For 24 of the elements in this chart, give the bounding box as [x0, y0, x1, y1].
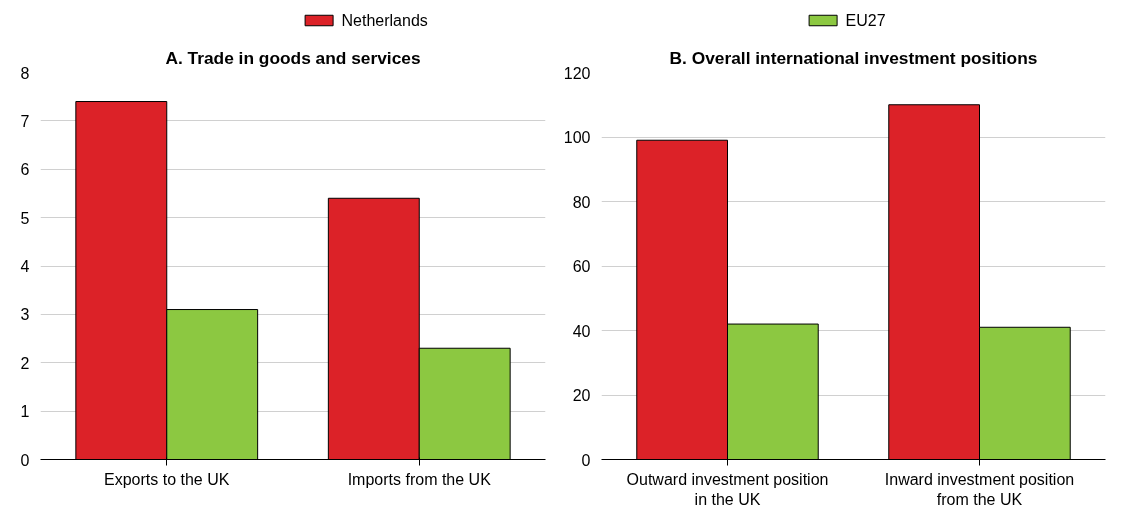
- chart-title: B. Overall international investment positions: [669, 47, 1038, 68]
- y-tick-label: 4: [20, 258, 30, 275]
- legend-label: Netherlands: [341, 12, 428, 29]
- chart-title: A. Trade in goods and services: [165, 47, 421, 68]
- legend-label: EU27: [845, 12, 886, 29]
- y-tick-label: 7: [20, 112, 30, 130]
- y-tick-label: 40: [572, 322, 591, 340]
- y-tick-label: 2: [20, 354, 30, 372]
- x-tick-label: Exports to the UK: [104, 470, 230, 488]
- y-tick-label: 20: [572, 387, 591, 404]
- x-tick-label: Outward investment position in the UK: [626, 470, 829, 508]
- y-tick-label: 5: [20, 209, 30, 227]
- y-tick-label: 8: [20, 64, 30, 82]
- x-tick-label: Inward investment position from the UK: [884, 470, 1075, 508]
- y-tick-label: 0: [581, 451, 591, 469]
- y-tick-label: 1: [20, 403, 30, 421]
- y-tick-label: 0: [20, 451, 30, 469]
- y-tick-label: 6: [20, 161, 30, 179]
- y-tick-label: 80: [572, 193, 591, 211]
- y-tick-label: 3: [20, 306, 30, 324]
- y-tick-label: 120: [563, 64, 591, 82]
- x-tick-label: Imports from the UK: [347, 470, 492, 488]
- y-tick-label: 60: [572, 258, 591, 275]
- y-tick-label: 100: [563, 129, 591, 146]
